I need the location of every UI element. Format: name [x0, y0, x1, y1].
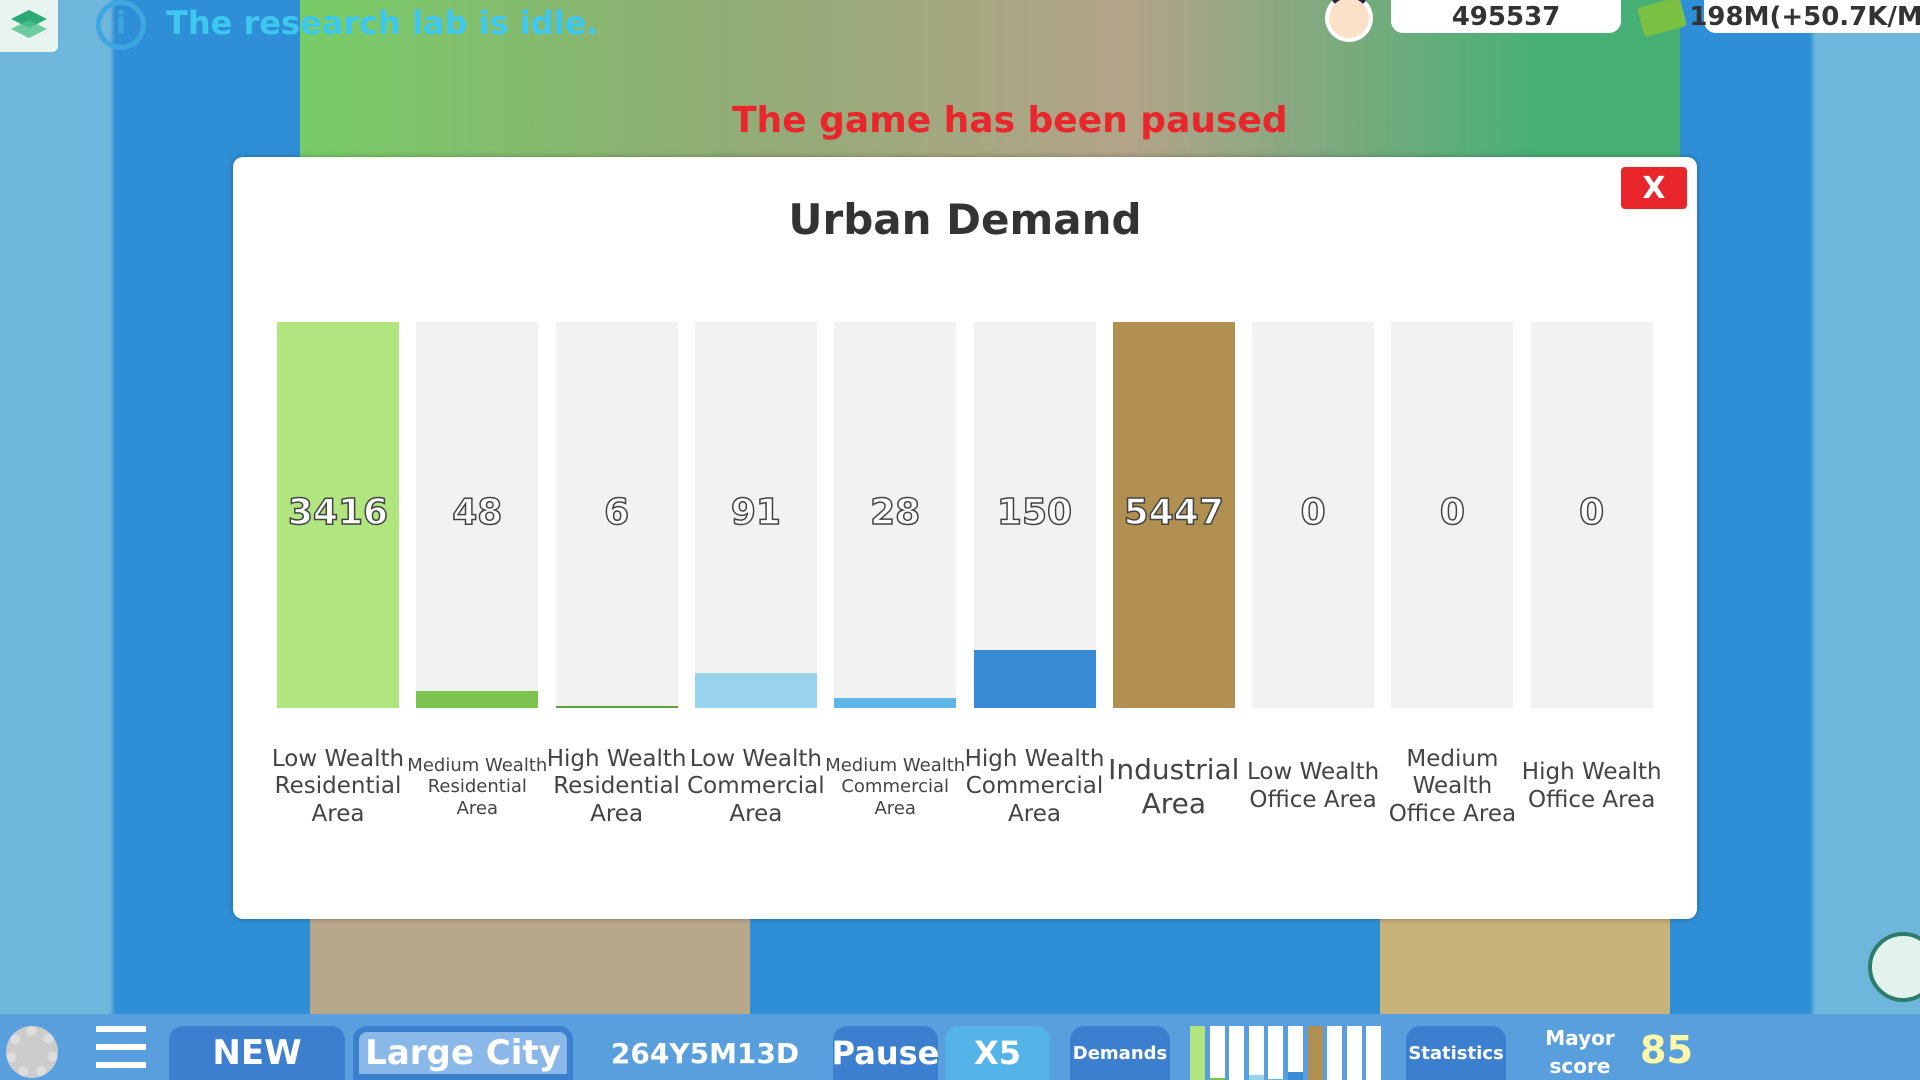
mayor-score-label: Mayor score — [1545, 1026, 1615, 1078]
demand-label: Medium Wealth Commercial Area — [825, 754, 966, 819]
demand-label: Low Wealth Residential Area — [271, 745, 405, 827]
demand-value: 91 — [730, 491, 782, 534]
mini-demand-fill — [1248, 1075, 1264, 1080]
demand-value: 0 — [1439, 491, 1466, 534]
new-button[interactable]: NEW — [169, 1026, 345, 1080]
demand-bar: 0 — [1530, 322, 1653, 708]
demand-bar-fill — [416, 690, 539, 708]
info-icon[interactable]: i — [96, 0, 146, 50]
demand-bar: 91 — [694, 322, 817, 708]
demand-value: 48 — [451, 491, 503, 534]
demand-value: 3416 — [287, 491, 389, 534]
demand-value: 150 — [996, 491, 1073, 534]
building-icon[interactable] — [1868, 932, 1920, 1002]
demand-bar: 5447 — [1112, 322, 1235, 708]
demand-value: 0 — [1578, 491, 1605, 534]
population-display: 495537 — [1391, 0, 1621, 33]
mini-demand-bar — [1248, 1026, 1264, 1080]
demand-bar: 150 — [973, 322, 1096, 708]
close-button[interactable]: X — [1621, 167, 1687, 209]
mini-demand-bar — [1190, 1026, 1205, 1080]
mini-demand-fill — [1268, 1078, 1284, 1080]
paused-notice: The game has been paused — [732, 100, 1288, 141]
demand-bar-fill — [973, 650, 1096, 708]
demand-value: 0 — [1300, 491, 1327, 534]
demand-label: Low Wealth Commercial Area — [687, 745, 825, 827]
mini-demand-fill — [1209, 1077, 1225, 1080]
mini-demand-bar — [1346, 1026, 1362, 1080]
menu-list-icon[interactable] — [96, 1026, 146, 1078]
mini-demand-fill — [1288, 1071, 1303, 1080]
city-map-bottom-right[interactable] — [1380, 915, 1670, 1015]
demand-bar-fill — [1112, 322, 1235, 708]
settings-gear-icon[interactable] — [6, 1026, 58, 1078]
demand-bar: 0 — [1391, 322, 1514, 708]
demand-bar-fill — [555, 705, 678, 708]
mayor-score-value: 85 — [1640, 1028, 1693, 1072]
demand-bar: 0 — [1252, 322, 1375, 708]
city-map-bottom[interactable] — [310, 915, 750, 1015]
mini-demand-bar — [1327, 1026, 1343, 1080]
urban-demand-dialog: Urban Demand X 3416 Low Wealth Residentia… — [233, 157, 1697, 919]
mini-demand-bar — [1288, 1026, 1303, 1080]
mayor-avatar-icon[interactable] — [1325, 0, 1373, 42]
mini-demand-fill — [1307, 1026, 1323, 1080]
demand-label: High Wealth Commercial Area — [964, 745, 1105, 827]
game-date: 264Y5M13D — [610, 1036, 800, 1070]
mini-demand-bar — [1268, 1026, 1284, 1080]
pause-button[interactable]: Pause — [832, 1026, 939, 1080]
dialog-title: Urban Demand — [788, 195, 1142, 244]
demand-label: High Wealth Residential Area — [546, 745, 687, 827]
mini-demand-bar — [1209, 1026, 1225, 1080]
demand-value: 5447 — [1123, 491, 1225, 534]
demand-bar-fill — [834, 698, 957, 708]
demand-bar-fill — [277, 322, 399, 708]
demand-bar: 3416 — [277, 322, 399, 708]
money-display: 198M(+50.7K/M) — [1689, 0, 1920, 33]
demand-mini-bars[interactable] — [1190, 1026, 1386, 1080]
demand-bar-fill — [694, 673, 817, 708]
speed-button[interactable]: X5 — [945, 1026, 1050, 1080]
mini-demand-bar — [1307, 1026, 1323, 1080]
mini-demand-bar — [1366, 1026, 1382, 1080]
demand-label: High Wealth Office Area — [1521, 759, 1662, 813]
demand-value: 28 — [869, 491, 921, 534]
statistics-button[interactable]: Statistics — [1406, 1026, 1506, 1080]
demand-bar: 48 — [416, 322, 539, 708]
research-status[interactable]: The research lab is idle. — [166, 4, 599, 42]
demand-label: Medium Wealth Residential Area — [407, 754, 548, 819]
demand-label: Medium Wealth Office Area — [1388, 745, 1517, 827]
demand-label: Low Wealth Office Area — [1246, 759, 1380, 813]
mini-demand-fill — [1190, 1026, 1205, 1080]
city-size-button[interactable]: Large City — [353, 1026, 573, 1080]
demand-label: Industrial Area — [1108, 753, 1240, 820]
demand-bar: 6 — [555, 322, 678, 708]
demands-button[interactable]: Demands — [1070, 1026, 1170, 1080]
demand-bar: 28 — [834, 322, 957, 708]
mini-demand-bar — [1229, 1026, 1245, 1080]
demand-value: 6 — [603, 491, 630, 534]
layers-icon[interactable] — [0, 0, 58, 52]
